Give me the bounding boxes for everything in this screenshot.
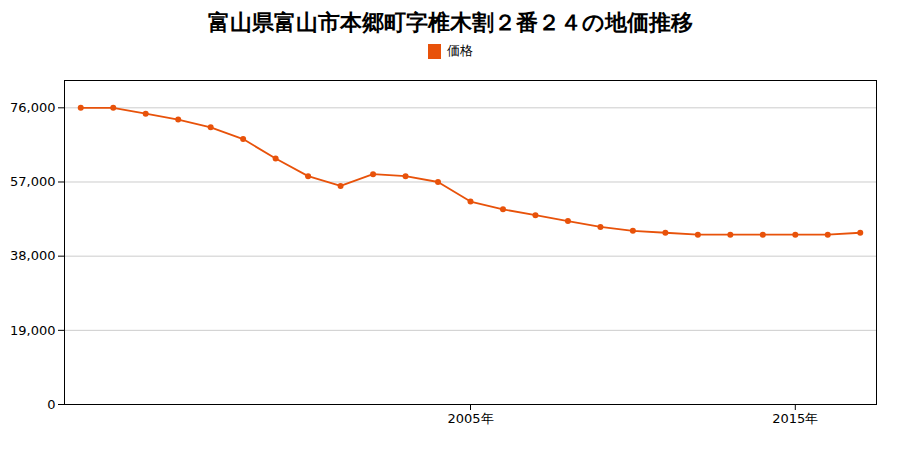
svg-text:38,000: 38,000: [10, 248, 56, 263]
html-text:価格: 価格: [446, 43, 473, 58]
svg-text:2015年: 2015年: [772, 411, 818, 426]
svg-text:19,000: 19,000: [10, 322, 56, 337]
svg-text:57,000: 57,000: [10, 174, 56, 189]
svg-text:76,000: 76,000: [10, 100, 56, 115]
svg-text:0: 0: [47, 397, 55, 412]
html-text:富山県富山市本郷町字椎木割２番２４の地価推移: 富山県富山市本郷町字椎木割２番２４の地価推移: [207, 10, 693, 35]
svg-text:2005年: 2005年: [447, 411, 493, 426]
